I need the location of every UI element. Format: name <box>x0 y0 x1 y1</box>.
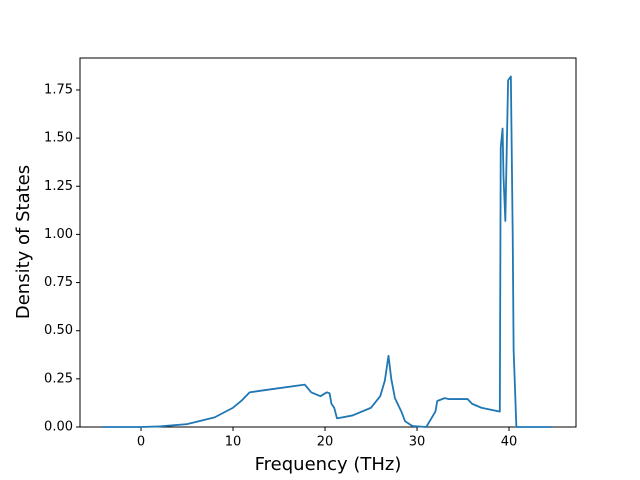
x-tick-label: 40 <box>501 435 518 450</box>
x-tick-label: 10 <box>225 435 242 450</box>
y-tick-label: 0.50 <box>44 323 73 338</box>
y-tick-label: 1.00 <box>44 227 73 242</box>
y-tick-label: 1.25 <box>44 179 73 194</box>
x-tick-label: 30 <box>409 435 426 450</box>
x-tick-label: 20 <box>317 435 334 450</box>
x-tick-label: 0 <box>137 435 145 450</box>
y-tick-label: 1.75 <box>44 82 73 97</box>
y-tick-label: 1.50 <box>44 131 73 146</box>
y-tick-label: 0.75 <box>44 275 73 290</box>
plot-frame <box>79 57 577 428</box>
y-tick-label: 0.00 <box>44 420 73 435</box>
x-axis-label: Frequency (THz) <box>255 454 402 475</box>
y-axis-label: Density of States <box>13 165 34 319</box>
y-tick-label: 0.25 <box>44 371 73 386</box>
dos-line <box>102 75 552 428</box>
